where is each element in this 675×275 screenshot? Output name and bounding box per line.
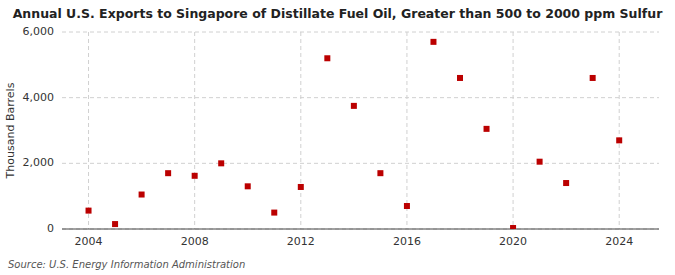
point	[404, 203, 410, 209]
y-grid-line	[62, 97, 659, 98]
point	[298, 184, 304, 190]
x-tick-label: 2020	[499, 235, 527, 248]
x-tick-label: 2024	[605, 235, 633, 248]
page: {"chart_data": {"type": "scatter", "titl…	[0, 0, 675, 275]
source: Source: U.S. Energy Information Administ…	[8, 259, 245, 270]
x-tick-label: 2008	[181, 235, 209, 248]
tick-labels: 0 2,000 4,000 6,000 2004 2008 2012 2016 2020 2024	[23, 25, 634, 248]
y-tick-label: 6,000	[23, 25, 55, 38]
point	[590, 75, 596, 81]
point	[218, 160, 224, 166]
x-axis-line	[62, 229, 659, 230]
point	[457, 75, 463, 81]
y-tick-label: 0	[47, 222, 54, 235]
point	[616, 137, 622, 143]
point	[324, 55, 330, 61]
title: Annual U.S. Exports to Singapore of Dist…	[13, 6, 663, 21]
x-grid-line	[88, 32, 89, 229]
y-grid-line	[62, 163, 659, 164]
point	[537, 159, 543, 165]
x-grid-line	[619, 32, 620, 229]
point	[112, 221, 118, 227]
x-tick-label: 2012	[287, 235, 315, 248]
y-grid-line	[62, 229, 659, 230]
x-grid-line	[300, 32, 301, 229]
point	[245, 183, 251, 189]
y-grid-line	[62, 32, 659, 33]
point	[192, 173, 198, 179]
chart: 0 2,000 4,000 6,000 2004 2008 2012 2016 2020 2024…	[0, 0, 675, 275]
x-tick-label: 2016	[393, 235, 421, 248]
point	[165, 170, 171, 176]
point	[563, 180, 569, 186]
x-grid-line	[513, 32, 514, 229]
grid	[62, 32, 659, 229]
point	[484, 126, 490, 132]
point	[271, 210, 277, 216]
points	[86, 39, 623, 229]
x-grid-line	[194, 32, 195, 229]
y-tick-label: 4,000	[23, 91, 55, 104]
y-axis-label: Thousand Barrels	[4, 82, 17, 179]
y-tick-label: 2,000	[23, 156, 55, 169]
x-tick-label: 2004	[75, 235, 103, 248]
point	[377, 170, 383, 176]
point	[86, 208, 92, 214]
point	[510, 225, 516, 229]
point	[139, 192, 145, 198]
point	[430, 39, 436, 45]
x-grid-line	[406, 32, 407, 229]
point	[351, 103, 357, 109]
